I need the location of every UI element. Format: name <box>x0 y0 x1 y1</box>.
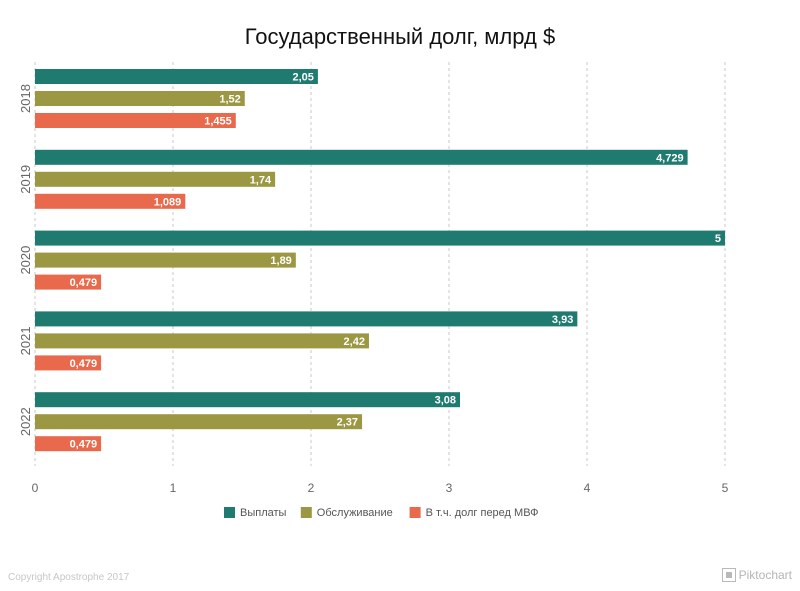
bar <box>35 355 102 371</box>
legend-swatch <box>409 507 421 518</box>
x-tick-label: 5 <box>722 481 729 495</box>
legend-swatch <box>300 507 312 518</box>
y-category-label: 2018 <box>18 84 33 113</box>
bar-value-label: 3,08 <box>435 395 456 407</box>
legend-label: В т.ч. долг перед МВФ <box>426 507 539 519</box>
bar <box>35 252 296 268</box>
piktochart-icon <box>721 568 736 582</box>
bar <box>35 311 578 327</box>
y-category-label: 2021 <box>18 326 33 355</box>
y-category-label: 2020 <box>18 246 33 275</box>
legend-label: Обслуживание <box>317 507 393 519</box>
bar <box>35 414 363 430</box>
bar <box>35 274 102 290</box>
chart-title: Государственный долг, млрд $ <box>245 24 555 49</box>
legend-item[interactable]: Обслуживание <box>300 507 393 519</box>
bars <box>35 69 725 452</box>
bar <box>35 392 461 408</box>
legend-swatch <box>224 507 235 518</box>
bar <box>35 149 688 165</box>
legend-item[interactable]: Выплаты <box>224 507 287 519</box>
copyright-text: Copyright Apostrophe 2017 <box>8 572 130 583</box>
legend-label: Выплаты <box>240 507 287 519</box>
bar-value-label: 2,05 <box>292 72 313 84</box>
legend: Выплаты Обслуживание В т.ч. долг перед МВФ <box>224 507 539 519</box>
bar <box>35 436 102 452</box>
x-tick-label: 1 <box>170 481 177 495</box>
bar-value-label: 3,93 <box>552 314 573 326</box>
bar <box>35 333 369 349</box>
bar-value-label: 1,52 <box>219 94 240 106</box>
bar-value-label: 2,42 <box>344 336 365 348</box>
bar-value-label: 1,74 <box>250 174 272 186</box>
bar <box>35 91 245 106</box>
bar <box>35 230 725 246</box>
y-category-label: 2019 <box>18 165 33 194</box>
brand-logo[interactable]: Piktochart <box>721 568 792 582</box>
bar <box>35 69 318 84</box>
bar <box>35 171 276 187</box>
x-tick-label: 2 <box>308 481 315 495</box>
bar-value-label: 1,089 <box>154 196 182 208</box>
bar-value-label: 0,479 <box>70 439 98 451</box>
bar <box>35 113 236 128</box>
x-tick-label: 4 <box>584 481 591 495</box>
legend-item[interactable]: В т.ч. долг перед МВФ <box>409 507 539 519</box>
bar-value-label: 1,89 <box>270 255 291 267</box>
bar-value-label: 2,37 <box>337 417 358 429</box>
bar-value-label: 1,455 <box>204 116 232 128</box>
data-labels: 2,05 1,52 1,455 4,729 1,74 1,089 5 1,89 0,479 3,9… <box>70 72 721 451</box>
y-category-label: 2022 <box>18 407 33 436</box>
bar-value-label: 5 <box>715 233 721 245</box>
bar <box>35 193 186 209</box>
x-axis-ticks: 0 1 2 3 4 5 <box>32 481 729 495</box>
brand-name: Piktochart <box>738 568 792 582</box>
bar-value-label: 0,479 <box>70 358 98 370</box>
category-labels: 2018 2019 2020 2021 2022 <box>18 84 33 436</box>
x-tick-label: 3 <box>446 481 453 495</box>
x-tick-label: 0 <box>32 481 39 495</box>
bar-value-label: 4,729 <box>656 152 684 164</box>
bar-value-label: 0,479 <box>70 277 98 289</box>
